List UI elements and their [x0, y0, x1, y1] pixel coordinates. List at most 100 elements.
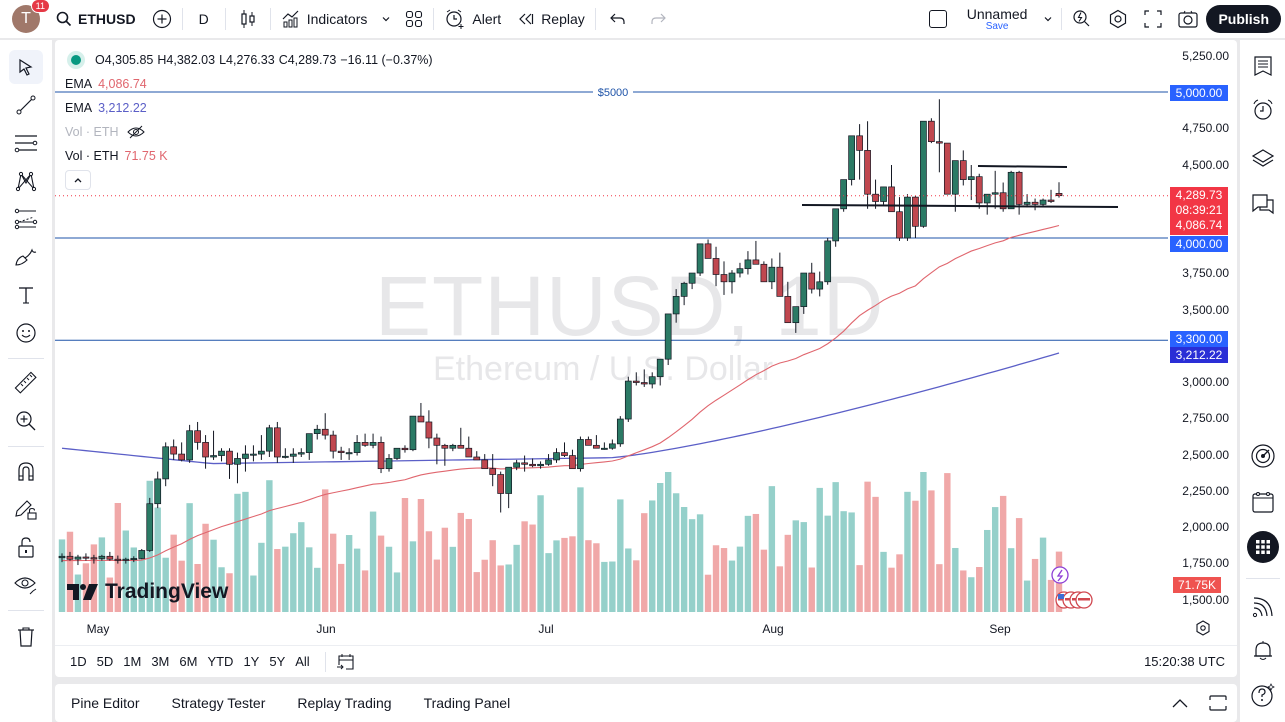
candle-body[interactable]: [82, 556, 90, 559]
candle-body[interactable]: [377, 442, 385, 470]
candle-body[interactable]: [736, 268, 744, 274]
candle-body[interactable]: [170, 446, 178, 455]
quick-search-button[interactable]: [1064, 0, 1100, 38]
publish-button[interactable]: Publish: [1206, 5, 1281, 33]
candle-body[interactable]: [888, 186, 895, 213]
tab-replay-trading[interactable]: Replay Trading: [297, 695, 392, 711]
candle-body[interactable]: [345, 452, 353, 455]
candle-body[interactable]: [752, 259, 760, 265]
candle-body[interactable]: [824, 240, 832, 283]
forecasting-tool[interactable]: [9, 202, 43, 236]
candle-body[interactable]: [281, 455, 289, 458]
range-button-1m[interactable]: 1M: [123, 654, 142, 669]
avatar[interactable]: T 11: [12, 0, 50, 33]
candle-body[interactable]: [920, 120, 927, 227]
candle-body[interactable]: [601, 447, 608, 450]
candle-body[interactable]: [936, 141, 943, 144]
clock[interactable]: 15:20:38 UTC: [1144, 654, 1225, 669]
candle-body[interactable]: [864, 150, 871, 195]
candle-body[interactable]: [425, 421, 433, 439]
candle-body[interactable]: [353, 442, 361, 453]
trend-line-tool[interactable]: [9, 88, 43, 122]
remove-drawings-tool[interactable]: [9, 620, 43, 654]
candle-body[interactable]: [457, 444, 465, 449]
candle-body[interactable]: [529, 463, 536, 467]
candle-body[interactable]: [266, 427, 273, 452]
volume-hidden-row[interactable]: Vol · ETH: [65, 120, 437, 144]
candle-body[interactable]: [1023, 201, 1031, 205]
alerts-button[interactable]: [1246, 93, 1280, 127]
candle-body[interactable]: [66, 555, 74, 560]
candle-body[interactable]: [912, 196, 919, 227]
products-button[interactable]: [1246, 530, 1280, 564]
candle-body[interactable]: [632, 380, 640, 383]
candle-body[interactable]: [800, 272, 808, 307]
candle-body[interactable]: [776, 266, 784, 297]
candle-body[interactable]: [744, 259, 752, 270]
candle-body[interactable]: [369, 442, 377, 446]
tab-pine-editor[interactable]: Pine Editor: [71, 695, 140, 711]
interval-button[interactable]: D: [198, 11, 209, 27]
help-button[interactable]: [1246, 678, 1280, 712]
calendar-button[interactable]: [1246, 485, 1280, 519]
layout-checkbox[interactable]: [921, 0, 955, 38]
candle-body[interactable]: [640, 382, 648, 385]
candle-body[interactable]: [696, 243, 704, 274]
candle-body[interactable]: [138, 550, 146, 559]
snapshot-button[interactable]: [1170, 0, 1206, 38]
candle-body[interactable]: [1039, 199, 1047, 205]
candle-body[interactable]: [784, 296, 792, 324]
tab-strategy-tester[interactable]: Strategy Tester: [171, 695, 266, 711]
layouts-button[interactable]: [397, 0, 431, 38]
candle-body[interactable]: [58, 555, 66, 559]
candle-body[interactable]: [728, 272, 736, 283]
candle-body[interactable]: [114, 558, 122, 561]
candle-body[interactable]: [688, 272, 696, 284]
layout-menu-dropdown[interactable]: [1037, 0, 1059, 38]
candle-body[interactable]: [768, 266, 776, 283]
candle-body[interactable]: [385, 458, 393, 470]
candle-body[interactable]: [521, 462, 528, 465]
time-axis[interactable]: May Jun Jul Aug Sep: [55, 615, 1168, 643]
candle-body[interactable]: [274, 427, 281, 458]
candle-body[interactable]: [856, 135, 863, 151]
candle-body[interactable]: [537, 463, 544, 467]
candle-body[interactable]: [497, 474, 505, 494]
candle-body[interactable]: [816, 281, 824, 290]
candle-body[interactable]: [234, 458, 241, 465]
market-status-dot[interactable]: [71, 55, 81, 65]
candle-body[interactable]: [656, 358, 664, 378]
go-to-date-button[interactable]: [336, 653, 356, 671]
measure-tool[interactable]: [9, 366, 43, 400]
candle-body[interactable]: [577, 439, 584, 470]
indicator-templates-dropdown[interactable]: [375, 0, 397, 38]
candle-body[interactable]: [433, 437, 441, 446]
settings-button[interactable]: [1100, 0, 1136, 38]
candle-body[interactable]: [1031, 201, 1039, 205]
candle-body[interactable]: [561, 452, 568, 456]
horizontal-lines-tool[interactable]: [9, 126, 43, 160]
candle-body[interactable]: [975, 176, 983, 204]
candle-body[interactable]: [329, 434, 337, 452]
range-button-1d[interactable]: 1D: [70, 654, 87, 669]
tab-trading-panel[interactable]: Trading Panel: [423, 695, 511, 711]
candle-body[interactable]: [154, 478, 162, 505]
candle-body[interactable]: [226, 450, 233, 465]
candle-body[interactable]: [250, 453, 257, 456]
candle-body[interactable]: [186, 430, 193, 461]
candle-body[interactable]: [146, 503, 154, 551]
candle-body[interactable]: [545, 459, 552, 465]
candle-body[interactable]: [178, 453, 185, 461]
candle-body[interactable]: [98, 555, 106, 559]
candle-body[interactable]: [848, 135, 855, 180]
volume-row[interactable]: Vol · ETH 71.75 K: [65, 144, 437, 168]
range-button-ytd[interactable]: YTD: [207, 654, 234, 669]
candle-body[interactable]: [608, 443, 616, 449]
range-button-all[interactable]: All: [295, 654, 310, 669]
ema-fast-row[interactable]: EMA 4,086.74: [65, 72, 437, 96]
candle-body[interactable]: [473, 456, 481, 461]
lock-drawings-tool[interactable]: [9, 492, 43, 526]
ema-slow-line[interactable]: [61, 352, 1060, 465]
candle-body[interactable]: [712, 258, 720, 275]
candle-body[interactable]: [593, 444, 600, 449]
